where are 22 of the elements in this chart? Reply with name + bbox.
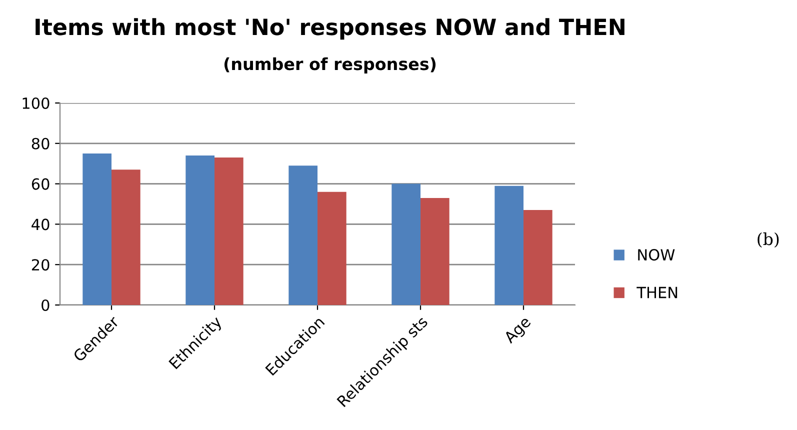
bar — [494, 186, 524, 305]
bar — [318, 192, 346, 305]
y-tick-label: 0 — [42, 299, 50, 312]
text: (b) — [758, 232, 779, 248]
y-tick-label: 60 — [32, 178, 50, 190]
y-tick-label: 40 — [32, 218, 50, 230]
bar — [112, 170, 140, 305]
bar — [186, 156, 214, 305]
bar — [214, 158, 244, 305]
chart-subtitle: (number of responses) — [224, 57, 436, 74]
bar — [392, 184, 420, 305]
x-tick-label: Age — [503, 316, 534, 346]
y-tick-label: 20 — [32, 259, 50, 271]
bar — [82, 154, 112, 305]
legend-label: THEN — [636, 286, 678, 298]
bar — [420, 198, 450, 305]
bar — [524, 210, 552, 305]
legend-label: NOW — [638, 249, 675, 261]
bar — [288, 166, 318, 305]
y-tick-label: 80 — [32, 138, 50, 150]
y-tick-label: 100 — [22, 97, 50, 110]
chart-title: Items with most 'No' responses NOW and THEN — [36, 18, 624, 40]
